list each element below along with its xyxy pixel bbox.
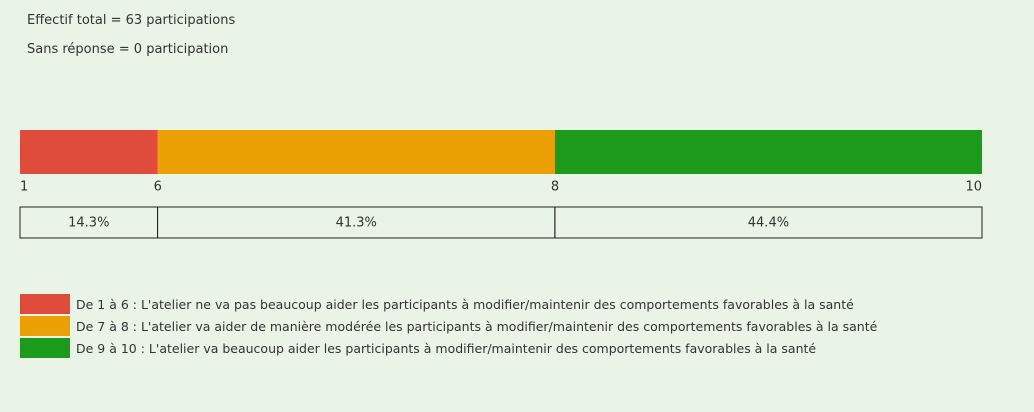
percent-cell [554,206,983,239]
legend: De 1 à 6 : L'atelier ne va pas beaucoup … [20,294,1020,360]
legend-label: De 1 à 6 : L'atelier ne va pas beaucoup … [76,296,854,312]
boundary-label: 6 [154,180,162,195]
percent-label: 44.4% [748,216,789,231]
boundary-label: 1 [20,180,28,195]
legend-entry: De 1 à 6 : L'atelier ne va pas beaucoup … [20,294,1020,314]
legend-swatch [20,294,70,314]
legend-entry: De 7 à 8 : L'atelier va aider de manière… [20,316,1020,336]
legend-label: De 9 à 10 : L'atelier va beaucoup aider … [76,340,817,356]
bar-segment [554,130,982,174]
boundary-label: 10 [965,180,982,195]
bar-segment [20,130,158,174]
legend-entry: De 9 à 10 : L'atelier va beaucoup aider … [20,338,1020,358]
percent-label: 41.3% [336,216,377,231]
no-answer-note: Sans réponse = 0 participation [27,42,229,57]
bar-segment [157,130,555,174]
legend-label: De 7 à 8 : L'atelier va aider de manière… [76,318,878,334]
percent-label: 14.3% [68,216,109,231]
boundary-label: 8 [551,180,559,195]
legend-swatch [20,316,70,336]
total-note: Effectif total = 63 participations [27,13,236,28]
chart: 14.3% 41.3% 44.4% 1 6 8 10 [19,130,983,239]
legend-swatch [20,338,70,358]
